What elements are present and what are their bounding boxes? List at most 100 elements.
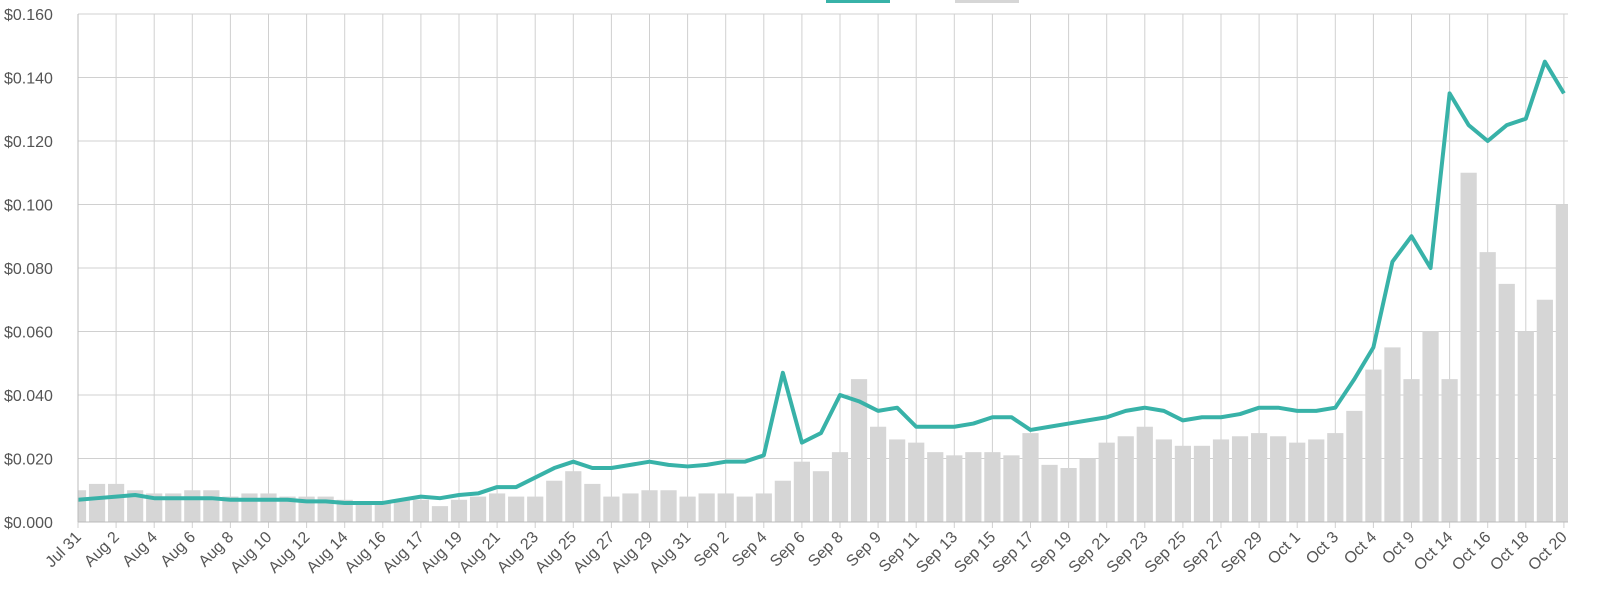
volume-bar: [908, 442, 925, 522]
volume-bar: [698, 493, 715, 522]
x-tick-label: Aug 29: [608, 529, 656, 577]
volume-bar: [850, 379, 868, 522]
volume-bar: [1346, 410, 1363, 522]
volume-bar: [1289, 442, 1306, 522]
x-tick-label: Sep 13: [913, 529, 961, 577]
volume-bar: [1022, 433, 1039, 522]
volume-bar: [946, 455, 963, 522]
volume-bar: [1136, 426, 1153, 522]
volume-bar: [717, 493, 734, 522]
x-tick-label: Oct 16: [1449, 529, 1494, 574]
x-tick-label: Aug 10: [227, 529, 275, 577]
volume-bar: [165, 493, 182, 522]
x-tick-label: Oct 4: [1341, 529, 1380, 568]
volume-bar: [336, 499, 353, 522]
y-tick-label: $0.080: [4, 261, 53, 278]
x-tick-label: Jul 31: [43, 529, 85, 571]
price-line: [77, 59, 1566, 505]
volume-bar: [1251, 433, 1268, 522]
volume-bar: [279, 496, 296, 522]
volume-bar: [584, 483, 601, 522]
y-tick-label: $0.060: [4, 325, 53, 342]
x-tick-label: Aug 4: [119, 529, 161, 571]
volume-bar: [1365, 369, 1382, 522]
legend-swatch[interactable]: [955, 0, 1019, 3]
volume-bar: [622, 493, 639, 522]
y-tick-label: $0.040: [4, 388, 53, 405]
volume-bar: [984, 452, 1001, 522]
volume-bar: [546, 480, 563, 522]
x-tick-label: Aug 16: [342, 529, 390, 577]
x-tick-label: Sep 23: [1104, 529, 1152, 577]
x-tick-label: Sep 25: [1142, 529, 1190, 577]
volume-bar: [603, 496, 620, 522]
volume-bar: [755, 493, 772, 522]
volume-bar: [127, 490, 144, 522]
x-tick-label: Aug 2: [81, 529, 123, 571]
x-tick-label: Aug 21: [456, 529, 504, 577]
volume-bar: [793, 461, 810, 522]
volume-bar: [393, 499, 410, 522]
volume-bar: [260, 493, 277, 522]
volume-bar: [1498, 283, 1515, 522]
volume-bar: [927, 452, 944, 522]
volume-bar: [565, 471, 582, 522]
x-tick-label: Oct 20: [1525, 529, 1570, 574]
x-tick-label: Oct 1: [1265, 529, 1304, 568]
volume-bar: [1003, 455, 1020, 522]
x-tick-label: Sep 6: [767, 529, 809, 571]
y-tick-label: $0.020: [4, 452, 53, 469]
volume-bar: [489, 493, 506, 522]
volume-bar: [1555, 204, 1568, 522]
legend-swatch[interactable]: [826, 0, 890, 3]
x-tick-label: Sep 17: [989, 529, 1037, 577]
x-tick-label: Sep 15: [951, 529, 999, 577]
y-tick-label: $0.140: [4, 71, 53, 88]
volume-bar: [184, 490, 201, 522]
volume-bar: [1308, 439, 1325, 522]
volume-bar: [1403, 379, 1420, 522]
x-tick-label: Aug 27: [570, 529, 618, 577]
volume-bar: [679, 496, 696, 522]
volume-bar: [889, 439, 906, 522]
volume-bar: [146, 493, 163, 522]
volume-bar: [965, 452, 982, 522]
volume-bar: [203, 490, 220, 522]
volume-bar: [831, 452, 849, 522]
volume-bar: [1327, 433, 1344, 522]
y-tick-label: $0.000: [4, 515, 53, 532]
volume-bar: [736, 496, 753, 522]
volume-bar: [222, 496, 239, 522]
y-tick-label: $0.100: [4, 198, 53, 215]
volume-bar: [1060, 468, 1077, 522]
volume-bar: [1536, 299, 1553, 522]
x-tick-label: Aug 12: [266, 529, 314, 577]
x-tick-label: Aug 23: [494, 529, 542, 577]
x-tick-label: Aug 17: [380, 529, 428, 577]
y-tick-label: $0.160: [4, 7, 53, 24]
x-tick-label: Sep 21: [1066, 529, 1114, 577]
volume-bar: [870, 426, 887, 522]
x-tick-label: Oct 3: [1303, 529, 1342, 568]
volume-bar: [1155, 439, 1172, 522]
x-tick-label: Sep 27: [1180, 529, 1228, 577]
volume-bar: [812, 471, 830, 522]
volume-bar: [1270, 436, 1287, 522]
volume-bar: [774, 480, 791, 522]
volume-bar: [1517, 331, 1534, 522]
volume-bar: [1079, 458, 1096, 522]
x-tick-label: Aug 19: [418, 529, 466, 577]
volume-bar: [355, 502, 372, 522]
volume-bar: [1041, 464, 1058, 522]
x-tick-label: Sep 8: [805, 529, 847, 571]
volume-bar: [1174, 445, 1191, 522]
y-tick-label: $0.120: [4, 134, 53, 151]
volume-bar: [1441, 379, 1458, 522]
volume-bar: [450, 499, 468, 522]
volume-bar: [88, 483, 106, 522]
volume-bar: [78, 490, 87, 522]
volume-bar: [1384, 347, 1401, 522]
x-tick-label: Aug 6: [158, 529, 200, 571]
